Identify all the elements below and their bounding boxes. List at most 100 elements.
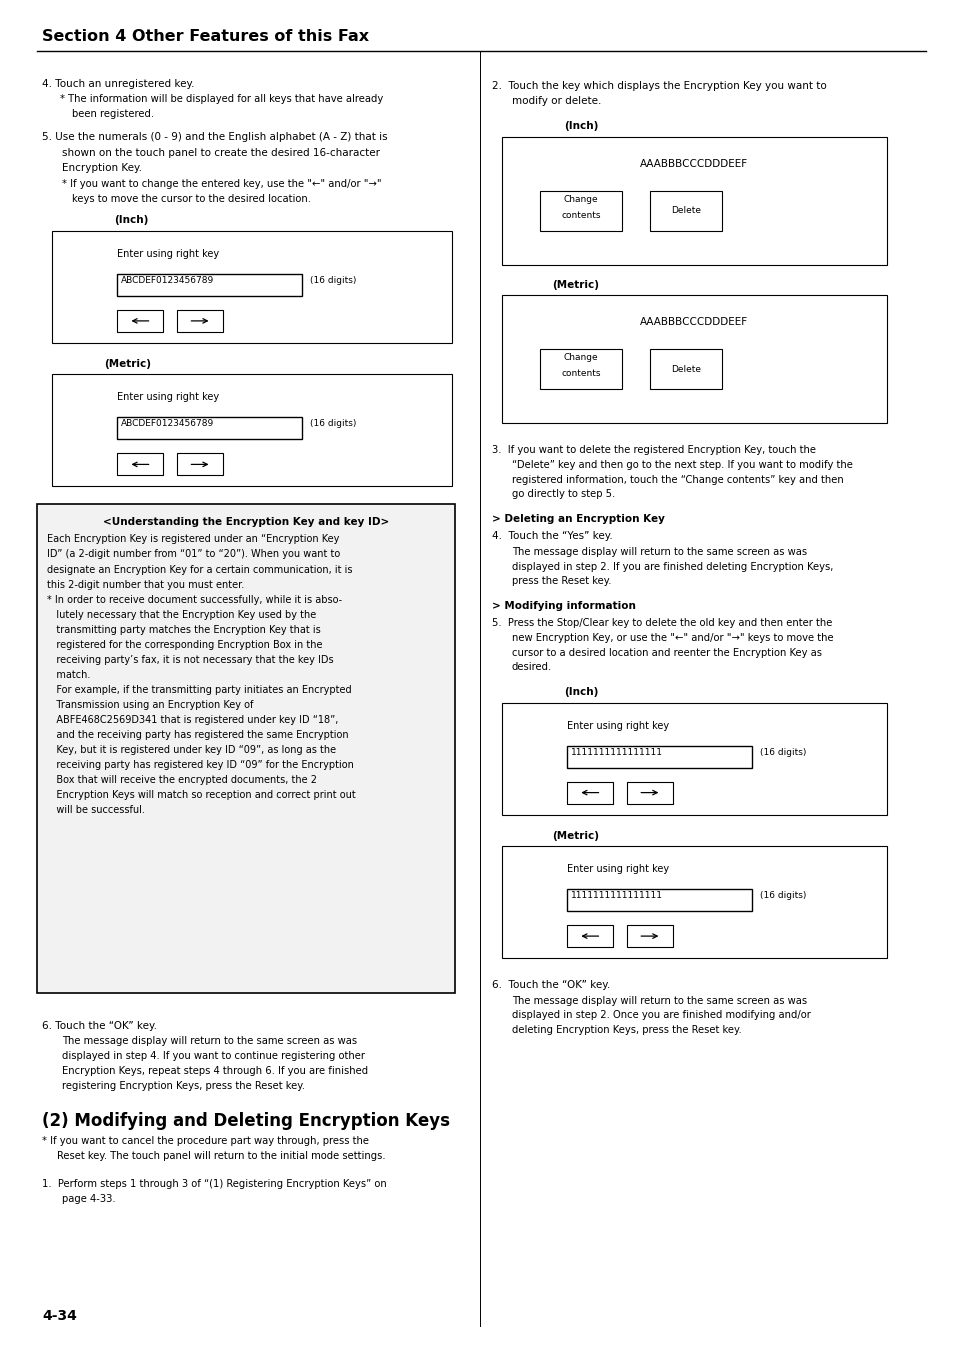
Text: designate an Encryption Key for a certain communication, it is: designate an Encryption Key for a certai… (47, 565, 352, 574)
Text: Transmission using an Encryption Key of: Transmission using an Encryption Key of (47, 700, 253, 709)
Text: Change: Change (563, 354, 598, 362)
Text: displayed in step 4. If you want to continue registering other: displayed in step 4. If you want to cont… (62, 1051, 365, 1062)
Text: Enter using right key: Enter using right key (566, 720, 668, 731)
Bar (649, 190, 721, 231)
Text: Enter using right key: Enter using right key (117, 392, 219, 403)
Text: (Metric): (Metric) (104, 359, 151, 369)
Text: deleting Encryption Keys, press the Reset key.: deleting Encryption Keys, press the Rese… (512, 1025, 740, 1035)
Bar (539, 350, 621, 389)
Text: AAABBBCCCDDDEEF: AAABBBCCCDDDEEF (639, 159, 748, 169)
Text: Encryption Keys, repeat steps 4 through 6. If you are finished: Encryption Keys, repeat steps 4 through … (62, 1066, 368, 1075)
Text: match.: match. (47, 670, 91, 680)
Text: 5.  Press the Stop/Clear key to delete the old key and then enter the: 5. Press the Stop/Clear key to delete th… (492, 619, 831, 628)
Text: * The information will be displayed for all keys that have already: * The information will be displayed for … (60, 95, 383, 104)
Text: AAABBBCCCDDDEEF: AAABBBCCCDDDEEF (639, 317, 748, 327)
Text: Key, but it is registered under key ID “09”, as long as the: Key, but it is registered under key ID “… (47, 744, 335, 755)
Text: (Inch): (Inch) (113, 215, 149, 226)
Text: ABCDEF0123456789: ABCDEF0123456789 (121, 276, 214, 285)
Text: keys to move the cursor to the desired location.: keys to move the cursor to the desired l… (71, 193, 311, 204)
Text: displayed in step 2. Once you are finished modifying and/or: displayed in step 2. Once you are finish… (512, 1011, 810, 1020)
Text: Each Encryption Key is registered under an “Encryption Key: Each Encryption Key is registered under … (47, 535, 339, 544)
Text: 6.  Touch the “OK” key.: 6. Touch the “OK” key. (492, 979, 610, 990)
Text: The message display will return to the same screen as was: The message display will return to the s… (62, 1036, 356, 1047)
Text: 4. Touch an unregistered key.: 4. Touch an unregistered key. (42, 78, 194, 89)
Text: 3.  If you want to delete the registered Encryption Key, touch the: 3. If you want to delete the registered … (492, 446, 815, 455)
Text: ABCDEF0123456789: ABCDEF0123456789 (121, 419, 214, 428)
Text: (2) Modifying and Deleting Encryption Keys: (2) Modifying and Deleting Encryption Ke… (42, 1112, 450, 1129)
Text: receiving party has registered key ID “09” for the Encryption: receiving party has registered key ID “0… (47, 761, 354, 770)
Text: 2.  Touch the key which displays the Encryption Key you want to: 2. Touch the key which displays the Encr… (492, 81, 825, 91)
Text: Encryption Key.: Encryption Key. (62, 163, 142, 173)
Text: (Inch): (Inch) (563, 688, 598, 697)
Text: * If you want to cancel the procedure part way through, press the: * If you want to cancel the procedure pa… (42, 1136, 369, 1147)
Bar (501, 296, 886, 423)
Text: 1111111111111111: 1111111111111111 (570, 747, 662, 757)
Text: registering Encryption Keys, press the Reset key.: registering Encryption Keys, press the R… (62, 1081, 305, 1090)
Text: Enter using right key: Enter using right key (566, 865, 668, 874)
Text: “Delete” key and then go to the next step. If you want to modify the: “Delete” key and then go to the next ste… (512, 461, 852, 470)
Text: will be successful.: will be successful. (47, 805, 145, 815)
Text: (16 digits): (16 digits) (760, 892, 805, 900)
Text: (16 digits): (16 digits) (310, 276, 356, 285)
Bar (37, 504, 455, 993)
Bar (177, 309, 223, 332)
Bar (649, 350, 721, 389)
Text: Box that will receive the encrypted documents, the 2: Box that will receive the encrypted docu… (47, 775, 316, 785)
Bar (539, 190, 621, 231)
Text: receiving party’s fax, it is not necessary that the key IDs: receiving party’s fax, it is not necessa… (47, 655, 334, 665)
Text: ID” (a 2-digit number from “01” to “20”). When you want to: ID” (a 2-digit number from “01” to “20”)… (47, 550, 340, 559)
Bar (52, 231, 452, 343)
Text: 4-34: 4-34 (42, 1309, 77, 1323)
Bar (566, 746, 751, 767)
Text: <Understanding the Encryption Key and key ID>: <Understanding the Encryption Key and ke… (103, 517, 389, 527)
Text: press the Reset key.: press the Reset key. (512, 577, 611, 586)
Bar (626, 782, 672, 804)
Text: displayed in step 2. If you are finished deleting Encryption Keys,: displayed in step 2. If you are finished… (512, 562, 832, 571)
Text: Encryption Keys will match so reception and correct print out: Encryption Keys will match so reception … (47, 790, 355, 800)
Bar (501, 136, 886, 265)
Text: contents: contents (560, 211, 600, 220)
Text: * In order to receive document successfully, while it is abso-: * In order to receive document successfu… (47, 594, 342, 605)
Text: (Inch): (Inch) (563, 122, 598, 131)
Text: registered information, touch the “Change contents” key and then: registered information, touch the “Chang… (512, 474, 842, 485)
Text: 1111111111111111: 1111111111111111 (570, 892, 662, 900)
Bar (566, 925, 612, 947)
Text: page 4-33.: page 4-33. (62, 1194, 115, 1204)
Bar (501, 703, 886, 815)
Bar (52, 374, 452, 486)
Text: * If you want to change the entered key, use the "←" and/or "→": * If you want to change the entered key,… (62, 178, 381, 189)
Text: registered for the corresponding Encryption Box in the: registered for the corresponding Encrypt… (47, 639, 322, 650)
Text: (Metric): (Metric) (551, 280, 598, 290)
Text: Delete: Delete (670, 365, 700, 374)
Text: cursor to a desired location and reenter the Encryption Key as: cursor to a desired location and reenter… (512, 647, 821, 658)
Text: Enter using right key: Enter using right key (117, 249, 219, 259)
Text: > Deleting an Encryption Key: > Deleting an Encryption Key (492, 515, 664, 524)
Bar (117, 309, 163, 332)
Text: ABFE468C2569D341 that is registered under key ID “18”,: ABFE468C2569D341 that is registered unde… (47, 715, 338, 725)
Text: Reset key. The touch panel will return to the initial mode settings.: Reset key. The touch panel will return t… (57, 1151, 385, 1162)
Text: (16 digits): (16 digits) (310, 419, 356, 428)
Bar (626, 925, 672, 947)
Text: 4.  Touch the “Yes” key.: 4. Touch the “Yes” key. (492, 531, 612, 542)
Text: and the receiving party has registered the same Encryption: and the receiving party has registered t… (47, 730, 348, 740)
Text: 6. Touch the “OK” key.: 6. Touch the “OK” key. (42, 1021, 157, 1031)
Text: Delete: Delete (670, 207, 700, 215)
Text: (Metric): (Metric) (551, 831, 598, 840)
Bar (177, 454, 223, 476)
Text: 5. Use the numerals (0 - 9) and the English alphabet (A - Z) that is: 5. Use the numerals (0 - 9) and the Engl… (42, 132, 387, 142)
Bar (566, 782, 612, 804)
Text: go directly to step 5.: go directly to step 5. (512, 489, 615, 500)
Text: shown on the touch panel to create the desired 16-character: shown on the touch panel to create the d… (62, 149, 379, 158)
Text: been registered.: been registered. (71, 109, 154, 119)
Text: new Encryption Key, or use the "←" and/or "→" keys to move the: new Encryption Key, or use the "←" and/o… (512, 632, 833, 643)
Text: Section 4 Other Features of this Fax: Section 4 Other Features of this Fax (42, 28, 369, 45)
Text: lutely necessary that the Encryption Key used by the: lutely necessary that the Encryption Key… (47, 609, 315, 620)
Text: (16 digits): (16 digits) (760, 747, 805, 757)
Bar (117, 417, 302, 439)
Bar (117, 454, 163, 476)
Text: > Modifying information: > Modifying information (492, 601, 635, 611)
Text: 1.  Perform steps 1 through 3 of “(1) Registering Encryption Keys” on: 1. Perform steps 1 through 3 of “(1) Reg… (42, 1179, 386, 1189)
Text: For example, if the transmitting party initiates an Encrypted: For example, if the transmitting party i… (47, 685, 352, 694)
Text: modify or delete.: modify or delete. (512, 96, 600, 107)
Bar (501, 846, 886, 958)
